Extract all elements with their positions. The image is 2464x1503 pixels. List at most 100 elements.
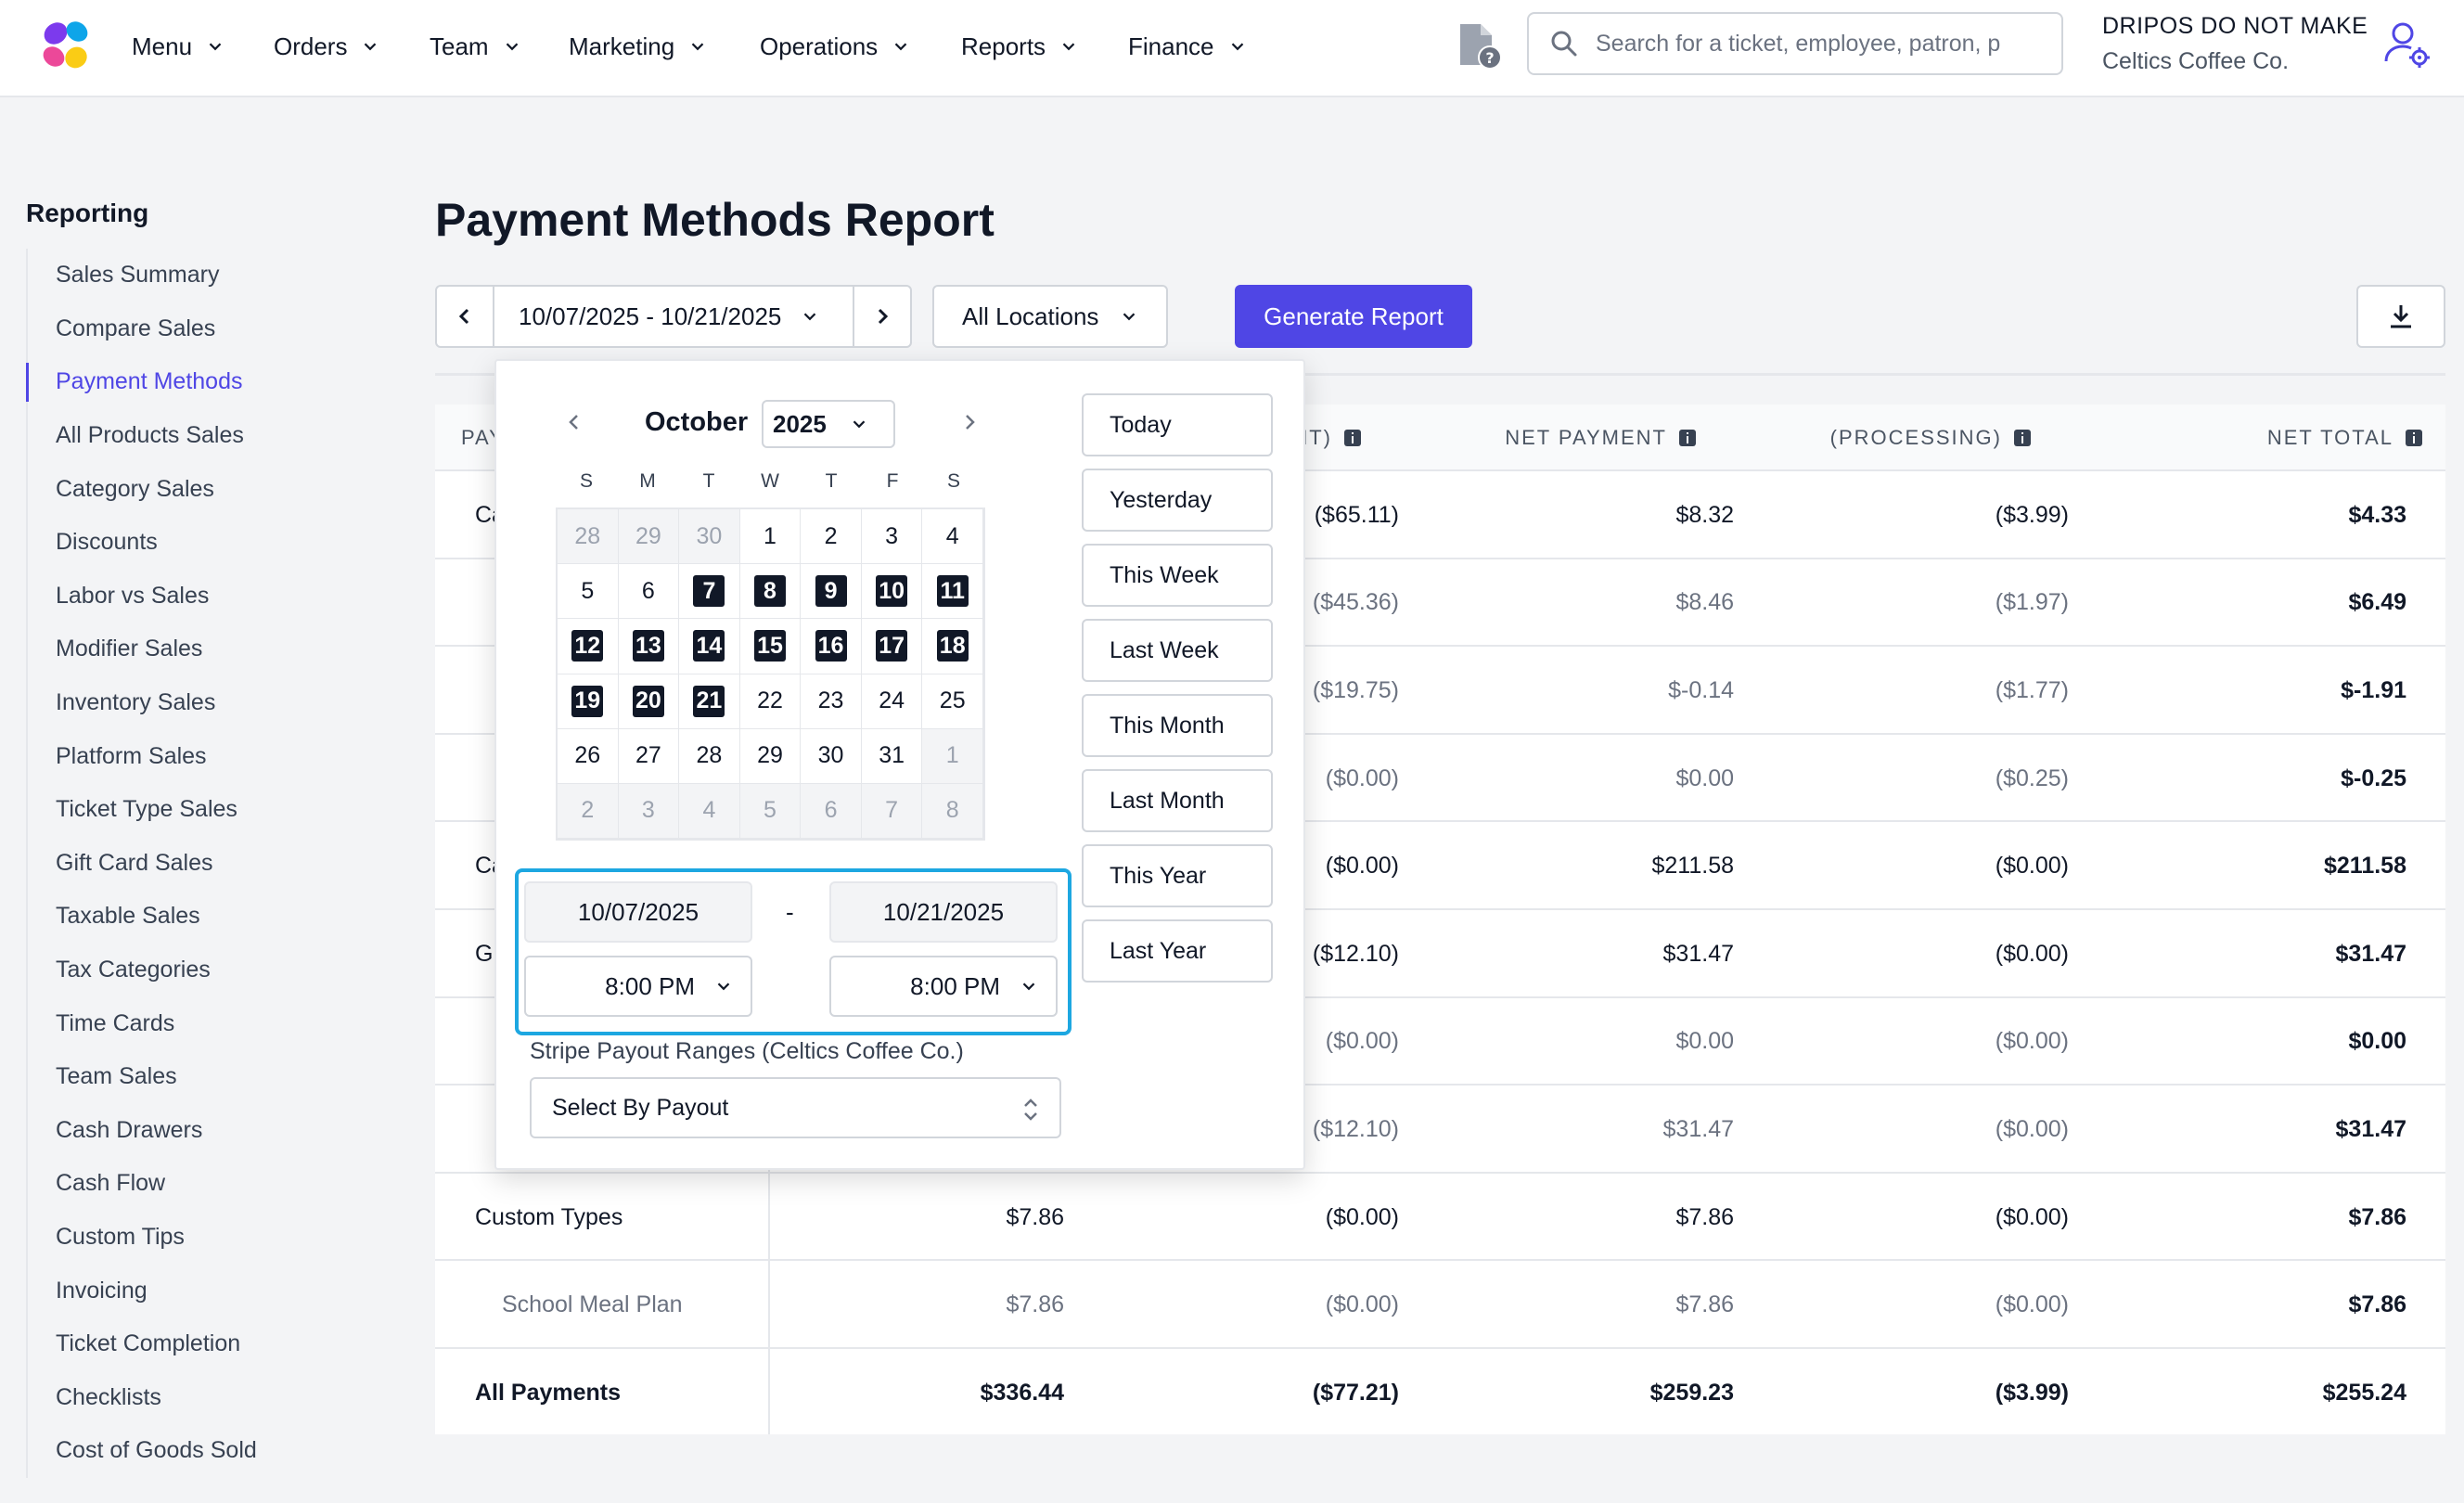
calendar-day[interactable]: 30 <box>801 728 862 784</box>
year-select[interactable]: 2025 <box>762 400 895 448</box>
sidebar-item-compare-sales[interactable]: Compare Sales <box>56 315 216 341</box>
sidebar-item-cash-flow[interactable]: Cash Flow <box>56 1170 166 1197</box>
quick-range-last-week[interactable]: Last Week <box>1082 619 1273 682</box>
calendar-day[interactable]: 29 <box>739 728 802 784</box>
sidebar-item-cash-drawers[interactable]: Cash Drawers <box>56 1116 203 1143</box>
start-time-select[interactable]: 8:00 PM <box>524 956 752 1017</box>
calendar-day-selected[interactable]: 14 <box>679 619 740 674</box>
sidebar-item-sales-summary[interactable]: Sales Summary <box>56 262 220 289</box>
sidebar-item-invoicing[interactable]: Invoicing <box>56 1277 148 1304</box>
calendar-day[interactable]: 2 <box>558 783 619 839</box>
calendar-day[interactable]: 3 <box>618 783 680 839</box>
calendar-day-selected[interactable]: 11 <box>922 564 983 620</box>
calendar-day[interactable]: 1 <box>739 509 802 565</box>
calendar-day-selected[interactable]: 18 <box>922 619 983 674</box>
end-date-field[interactable]: 10/21/2025 <box>829 881 1058 943</box>
calendar-day[interactable]: 8 <box>922 783 983 839</box>
calendar-day[interactable]: 4 <box>922 509 983 565</box>
previous-range-button[interactable] <box>437 287 493 346</box>
info-icon[interactable] <box>2013 429 2032 447</box>
calendar-day-selected[interactable]: 9 <box>801 564 862 620</box>
location-dropdown[interactable]: All Locations <box>932 285 1168 348</box>
calendar-day-selected[interactable]: 16 <box>801 619 862 674</box>
quick-range-last-month[interactable]: Last Month <box>1082 769 1273 832</box>
sidebar-item-tax-categories[interactable]: Tax Categories <box>56 957 211 983</box>
app-logo[interactable] <box>37 17 95 74</box>
calendar-day[interactable]: 6 <box>801 783 862 839</box>
calendar-day[interactable]: 5 <box>739 783 802 839</box>
calendar-day-selected[interactable]: 8 <box>739 564 802 620</box>
nav-team[interactable]: Team <box>430 28 522 65</box>
global-search[interactable] <box>1527 12 2063 75</box>
next-month-button[interactable] <box>956 409 982 435</box>
calendar-day-selected[interactable]: 12 <box>558 619 619 674</box>
sidebar-item-cost-of-goods-sold[interactable]: Cost of Goods Sold <box>56 1437 257 1464</box>
calendar-day[interactable]: 29 <box>618 509 680 565</box>
calendar-day-selected[interactable]: 20 <box>618 674 680 729</box>
sidebar-item-discounts[interactable]: Discounts <box>56 529 158 556</box>
info-icon[interactable] <box>2405 429 2423 447</box>
sidebar-item-all-products-sales[interactable]: All Products Sales <box>56 422 244 449</box>
calendar-day[interactable]: 22 <box>739 674 802 729</box>
calendar-day[interactable]: 1 <box>922 728 983 784</box>
end-time-select[interactable]: 8:00 PM <box>829 956 1058 1017</box>
nav-reports[interactable]: Reports <box>961 28 1079 65</box>
sidebar-item-platform-sales[interactable]: Platform Sales <box>56 742 207 769</box>
sidebar-item-team-sales[interactable]: Team Sales <box>56 1063 177 1090</box>
quick-range-this-week[interactable]: This Week <box>1082 544 1273 607</box>
quick-range-this-year[interactable]: This Year <box>1082 844 1273 907</box>
nav-marketing[interactable]: Marketing <box>569 28 708 65</box>
calendar-day[interactable]: 26 <box>558 728 619 784</box>
calendar-day[interactable]: 7 <box>861 783 923 839</box>
calendar-day[interactable]: 28 <box>679 728 740 784</box>
sidebar-item-payment-methods[interactable]: Payment Methods <box>26 355 379 409</box>
info-icon[interactable] <box>1343 429 1362 447</box>
sidebar-item-taxable-sales[interactable]: Taxable Sales <box>56 903 200 930</box>
sidebar-item-labor-vs-sales[interactable]: Labor vs Sales <box>56 582 210 609</box>
nav-finance[interactable]: Finance <box>1128 28 1248 65</box>
calendar-day-selected[interactable]: 13 <box>618 619 680 674</box>
calendar-day[interactable]: 23 <box>801 674 862 729</box>
quick-range-yesterday[interactable]: Yesterday <box>1082 469 1273 532</box>
calendar-day-selected[interactable]: 19 <box>558 674 619 729</box>
sidebar-item-category-sales[interactable]: Category Sales <box>56 475 214 502</box>
calendar-day[interactable]: 2 <box>801 509 862 565</box>
calendar-day-selected[interactable]: 15 <box>739 619 802 674</box>
calendar-day[interactable]: 30 <box>679 509 740 565</box>
calendar-day[interactable]: 6 <box>618 564 680 620</box>
calendar-day[interactable]: 27 <box>618 728 680 784</box>
sidebar-item-custom-tips[interactable]: Custom Tips <box>56 1223 185 1250</box>
sidebar-item-modifier-sales[interactable]: Modifier Sales <box>56 636 203 662</box>
quick-range-this-month[interactable]: This Month <box>1082 694 1273 757</box>
calendar-day[interactable]: 31 <box>861 728 923 784</box>
sidebar-item-ticket-completion[interactable]: Ticket Completion <box>56 1330 241 1357</box>
sidebar-item-inventory-sales[interactable]: Inventory Sales <box>56 689 216 716</box>
generate-report-button[interactable]: Generate Report <box>1235 285 1472 348</box>
help-document-icon[interactable]: ? <box>1453 20 1503 71</box>
sidebar-item-time-cards[interactable]: Time Cards <box>56 1009 175 1036</box>
quick-range-today[interactable]: Today <box>1082 393 1273 456</box>
calendar-day[interactable]: 25 <box>922 674 983 729</box>
calendar-day[interactable]: 4 <box>679 783 740 839</box>
date-range-button[interactable]: 10/07/2025 - 10/21/2025 <box>493 287 854 346</box>
payout-range-select[interactable]: Select By Payout <box>530 1077 1061 1138</box>
calendar-day[interactable]: 3 <box>861 509 923 565</box>
download-button[interactable] <box>2356 285 2445 348</box>
next-range-button[interactable] <box>854 287 910 346</box>
quick-range-last-year[interactable]: Last Year <box>1082 919 1273 983</box>
user-settings-icon[interactable] <box>2381 19 2432 71</box>
calendar-day-selected[interactable]: 7 <box>679 564 740 620</box>
search-input[interactable] <box>1596 30 2032 58</box>
calendar-day-selected[interactable]: 17 <box>861 619 923 674</box>
nav-operations[interactable]: Operations <box>760 28 911 65</box>
calendar-day[interactable]: 28 <box>558 509 619 565</box>
info-icon[interactable] <box>1678 429 1697 447</box>
start-date-field[interactable]: 10/07/2025 <box>524 881 752 943</box>
calendar-day-selected[interactable]: 21 <box>679 674 740 729</box>
sidebar-item-checklists[interactable]: Checklists <box>56 1383 161 1410</box>
calendar-day[interactable]: 24 <box>861 674 923 729</box>
previous-month-button[interactable] <box>561 409 587 435</box>
nav-orders[interactable]: Orders <box>274 28 380 65</box>
sidebar-item-gift-card-sales[interactable]: Gift Card Sales <box>56 849 213 876</box>
calendar-day[interactable]: 5 <box>558 564 619 620</box>
